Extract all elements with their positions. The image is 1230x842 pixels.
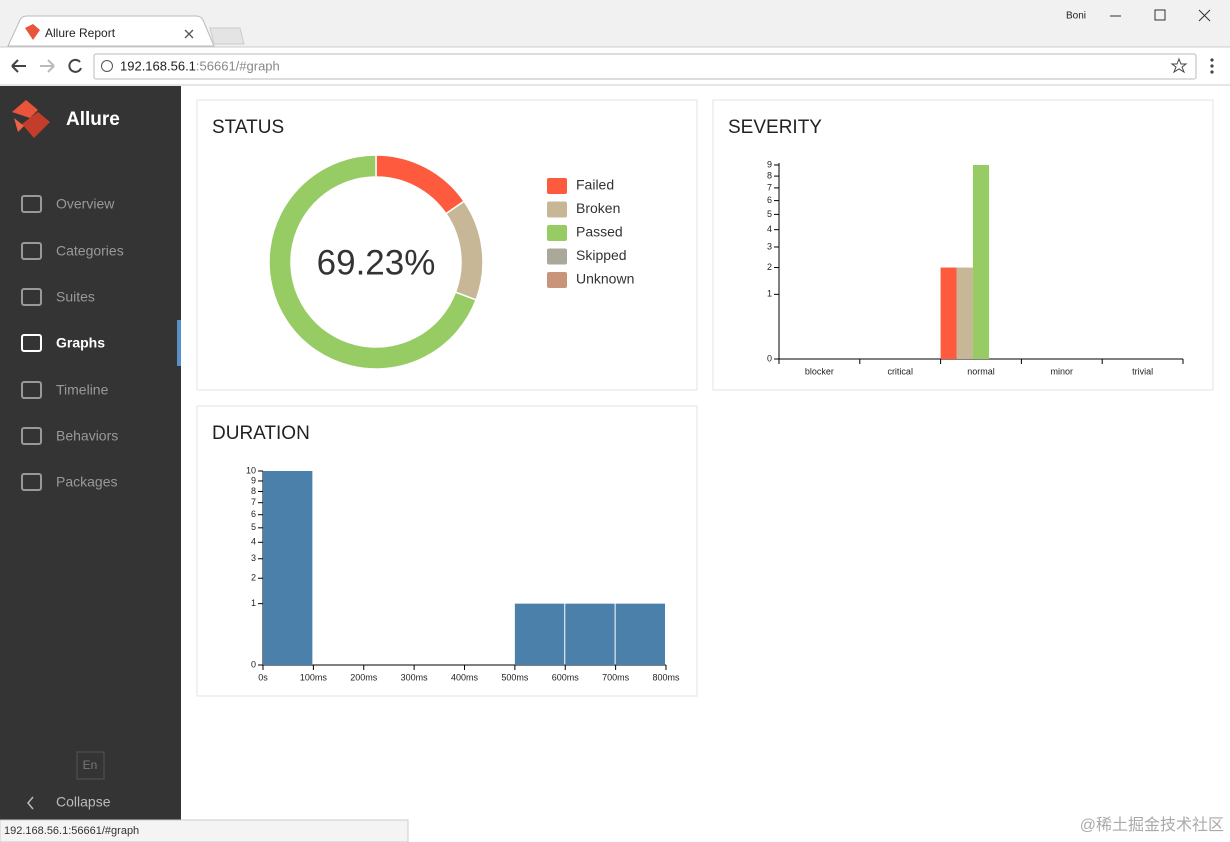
bookmark[interactable] [1170,57,1188,74]
bar [514,603,565,665]
legend-label[interactable]: Skipped [576,247,627,263]
legend-label[interactable]: Unknown [576,271,634,287]
nav-item[interactable]: Categories [56,243,124,259]
y-tick-label: 0 [251,659,256,669]
y-tick-label: 8 [767,170,772,180]
y-tick-label: 4 [251,537,256,547]
nav-item[interactable]: Graphs [56,335,105,351]
x-tick-label: blocker [805,366,834,376]
nav-active-marker [177,320,181,366]
tab[interactable] [7,15,215,47]
y-tick-label: 4 [767,224,772,234]
new-tab[interactable] [209,27,245,45]
y-tick-label: 9 [251,475,256,485]
x-tick-label: 100ms [300,672,328,682]
legend-label[interactable]: Failed [576,177,614,193]
y-tick-label: 7 [251,497,256,507]
legend-label[interactable]: Broken [576,200,620,216]
reload[interactable] [68,58,82,73]
close[interactable] [1198,9,1211,22]
url-path: :56661/#graph [196,58,280,73]
legend-swatch[interactable] [547,178,567,194]
bar [940,267,957,359]
x-tick-label: 500ms [501,672,529,682]
url-host: 192.168.56.1 [120,58,196,73]
nav-icon[interactable] [21,242,42,260]
user: Boni [1066,11,1086,22]
back[interactable] [11,59,26,73]
x-tick-label: 700ms [602,672,630,682]
status-url: 192.168.56.1:56661/#graph [4,825,139,837]
y-tick-label: 0 [767,353,772,363]
y-tick-label: 8 [251,486,256,496]
menu[interactable] [1210,58,1214,74]
x-tick-label: 0s [258,672,268,682]
info-icon[interactable] [101,60,113,72]
duration-title: DURATION [212,423,310,444]
nav-item[interactable]: Overview [56,196,115,212]
status-bar [0,819,409,842]
maximize[interactable] [1154,9,1166,21]
legend-label[interactable]: Passed [576,224,623,240]
nav-item[interactable]: Packages [56,474,117,490]
legend-swatch[interactable] [547,201,567,218]
nav-item[interactable]: Timeline [56,382,109,398]
status-title: STATUS [212,117,284,138]
y-tick-label: 3 [251,553,256,563]
tab-icon [25,24,40,40]
tab-close[interactable] [184,29,194,39]
language: En [83,758,98,772]
nav-item[interactable]: Suites [56,289,95,305]
y-tick-label: 7 [767,182,772,192]
y-tick-label: 10 [246,465,256,475]
nav-icon[interactable] [21,473,42,491]
nav-item[interactable]: Behaviors [56,428,118,444]
x-tick-label: 400ms [451,672,479,682]
nav-icon[interactable] [21,334,42,352]
nav-icon[interactable] [21,427,42,445]
bar [263,471,313,665]
collapse[interactable]: Collapse [56,794,111,810]
x-tick-label: critical [887,366,913,376]
bar [565,603,615,665]
x-tick-label: 800ms [652,672,680,682]
y-tick-label: 6 [767,195,772,205]
address-bar[interactable] [93,53,1197,80]
y-tick-label: 5 [767,209,772,219]
donut-segment [268,154,478,370]
y-tick-label: 2 [767,262,772,272]
y-tick-label: 1 [767,289,772,299]
y-tick-label: 3 [767,241,772,251]
bar [972,165,990,359]
status-percent: 69.23% [317,243,436,282]
severity-title: SEVERITY [728,117,822,138]
bar [956,267,973,359]
tab-title: Allure Report [45,26,116,40]
x-tick-label: minor [1051,366,1074,376]
legend-swatch[interactable] [547,225,567,241]
language-box[interactable] [76,751,105,780]
y-tick-label: 2 [251,573,256,583]
y-tick-label: 6 [251,509,256,519]
nav-icon[interactable] [21,288,42,306]
legend-swatch[interactable] [547,272,567,288]
bar [615,603,665,665]
collapse-icon[interactable] [27,796,34,810]
y-tick-label: 1 [251,598,256,608]
logo [12,100,50,138]
nav-icon[interactable] [21,381,42,399]
x-tick-label: 600ms [552,672,580,682]
legend-swatch[interactable] [547,248,567,265]
x-tick-label: normal [967,366,995,376]
forward[interactable] [40,59,55,73]
x-tick-label: trivial [1132,366,1153,376]
brand: Allure [66,109,120,130]
y-tick-label: 9 [767,159,772,169]
x-tick-label: 300ms [401,672,429,682]
nav-icon[interactable] [21,195,42,213]
watermark: @稀土掘金技术社区 [1080,816,1224,834]
y-tick-label: 5 [251,522,256,532]
x-tick-label: 200ms [350,672,378,682]
